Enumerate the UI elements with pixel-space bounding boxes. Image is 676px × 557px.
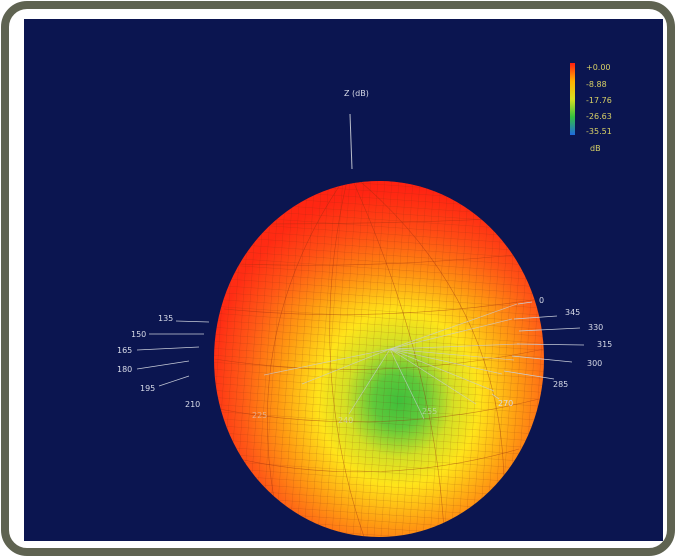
azimuth-spokes (263, 303, 520, 420)
legend-tick: -8.88 (586, 80, 607, 89)
azimuth-label: 240 (338, 416, 353, 425)
legend-tick: -26.63 (586, 112, 612, 121)
legend-tick: +0.00 (586, 63, 611, 72)
azimuth-label: 165 (117, 346, 132, 355)
azimuth-label: 195 (140, 384, 155, 393)
legend-unit: dB (590, 144, 601, 153)
azimuth-label: 210 (185, 400, 200, 409)
legend-tick: -17.76 (586, 96, 612, 105)
azimuth-label: 255 (422, 407, 437, 416)
plot-canvas: Z (dB) 0 345 330 315 300 285 270 135 150… (117, 63, 612, 537)
legend-colorbar (570, 63, 575, 135)
azimuth-label: 0 (539, 296, 544, 305)
azimuth-label: 135 (158, 314, 173, 323)
color-legend: +0.00 -8.88 -17.76 -26.63 -35.51 dB (570, 63, 612, 153)
azimuth-label: 315 (597, 340, 612, 349)
z-axis-label: Z (dB) (344, 89, 369, 98)
azimuth-label: 285 (553, 380, 568, 389)
azimuth-label: 270 (498, 399, 513, 408)
azimuth-label: 345 (565, 308, 580, 317)
azimuth-label: 225 (252, 411, 267, 420)
radiation-sphere (214, 181, 544, 537)
azimuth-label: 330 (588, 323, 603, 332)
azimuth-ticks (136, 301, 585, 400)
azimuth-label: 180 (117, 365, 132, 374)
z-axis-line (349, 113, 353, 170)
azimuth-label: 150 (131, 330, 146, 339)
legend-tick: -35.51 (586, 127, 612, 136)
radiation-pattern-plot: Z (dB) 0 345 330 315 300 285 270 135 150… (24, 19, 663, 541)
azimuth-label: 300 (587, 359, 602, 368)
